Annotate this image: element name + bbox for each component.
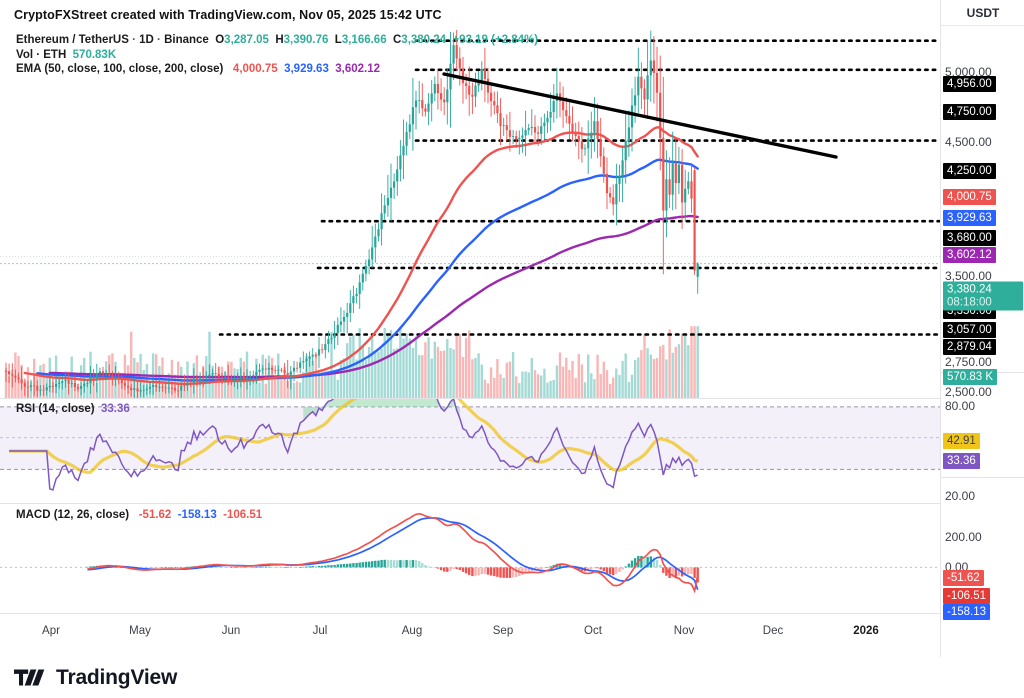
tradingview-wordmark: TradingView — [56, 666, 178, 689]
ema200-line — [48, 214, 699, 379]
axis-tick: 2,500.00 — [945, 385, 992, 399]
legend-ema200-value: 3,602.12 — [335, 63, 380, 75]
time-axis-label: Apr — [42, 625, 60, 637]
legend-ema-row[interactable]: EMA (50, close, 100, close, 200, close) … — [16, 62, 538, 77]
axis-tick: 3,500.00 — [945, 269, 992, 283]
credit-line: CryptoFXStreet created with TradingView.… — [14, 8, 442, 22]
volume-bars — [4, 326, 699, 398]
axis-tick: 20.00 — [945, 489, 976, 503]
legend-volume-title: Vol · ETH — [16, 48, 67, 61]
axis-tick: 200.00 — [945, 530, 982, 544]
legend-ema100-value: 3,929.63 — [284, 63, 329, 75]
bar-countdown: 08:18:00 — [947, 296, 992, 308]
axis-currency-label: USDT — [941, 0, 1024, 26]
time-axis-label: Sep — [492, 625, 514, 637]
last-price-value: 3,380.24 — [947, 283, 992, 295]
rsi-legend-value: 33.36 — [101, 403, 130, 415]
time-axis-label: Aug — [401, 625, 423, 637]
macd-line — [87, 512, 699, 594]
macd-legend-macd: -51.62 — [138, 509, 172, 521]
tradingview-mark-icon — [14, 669, 45, 686]
price-pane-canvas — [0, 29, 940, 398]
axis-tick: 2,750.00 — [945, 355, 992, 369]
ohlc-low-label: L — [334, 34, 342, 46]
time-axis-label: Dec — [762, 625, 784, 637]
level-4956-badge[interactable]: 4,956.00 — [943, 76, 996, 92]
level-4250-badge[interactable]: 4,250.00 — [943, 163, 996, 179]
rsi-line — [9, 399, 698, 491]
macd-legend-signal: -158.13 — [177, 509, 217, 521]
rsi-ma-line — [9, 399, 699, 474]
legend-symbol[interactable]: Ethereum / TetherUS — [16, 34, 129, 46]
legend-ema50-value: 4,000.75 — [232, 63, 278, 75]
level-3057-badge[interactable]: 3,057.00 — [943, 322, 996, 338]
price-axis[interactable]: USDT 5,000.00 4,500.00 3,500.00 2,750.00 2,5… — [940, 0, 1024, 657]
trendline-resistance[interactable] — [442, 72, 838, 159]
ohlc-change: +93.19 (+2.84%) — [452, 34, 539, 46]
ema100-line — [36, 158, 699, 382]
time-axis-label: Oct — [584, 625, 602, 637]
ohlc-open-label: O — [215, 34, 225, 46]
axis-separator-macd — [941, 477, 1024, 478]
legend-symbol-row[interactable]: Ethereum / TetherUS · 1D · Binance O3,28… — [16, 34, 539, 46]
price-pane[interactable] — [0, 26, 940, 398]
level-2879-badge[interactable]: 2,879.04 — [943, 339, 996, 355]
legend-volume-row[interactable]: Vol · ETH 570.83K — [16, 48, 538, 63]
time-axis[interactable]: Apr May Jun Jul Aug Sep Oct Nov Dec 2026 — [0, 613, 940, 657]
rsi-ma-value-badge[interactable]: 42.91 — [943, 433, 980, 449]
ohlc-high: 3,390.76 — [283, 34, 329, 46]
legend-volume-value: 570.83K — [72, 48, 117, 61]
ohlc-low: 3,166.66 — [341, 34, 387, 46]
ema100-price-badge[interactable]: 3,929.63 — [943, 210, 996, 226]
axis-tick: 4,500.00 — [945, 135, 992, 149]
chart-legend: Ethereum / TetherUS · 1D · Binance O3,28… — [16, 33, 538, 77]
rsi-legend-title: RSI (14, close) — [16, 403, 95, 415]
rsi-overbought-fills — [303, 399, 460, 421]
volume-value-badge[interactable]: 570.83 K — [943, 369, 998, 385]
legend-interval[interactable]: 1D — [139, 34, 154, 46]
macd-pane-canvas — [0, 512, 940, 594]
last-price-badge[interactable]: 3,380.24 08:18:00 — [943, 281, 1023, 311]
horizontal-level-lines — [218, 39, 940, 336]
macd-hist-value-badge[interactable]: -106.51 — [943, 588, 991, 604]
tradingview-logo[interactable]: TradingView — [14, 666, 177, 690]
time-axis-label: Jun — [221, 625, 241, 637]
ohlc-close: 3,380.24 — [401, 34, 447, 46]
rsi-value-badge[interactable]: 33.36 — [943, 453, 980, 469]
ema50-price-badge[interactable]: 4,000.75 — [943, 189, 996, 205]
rsi-pane[interactable]: RSI (14, close) 33.36 — [0, 398, 940, 503]
footer: TradingView — [0, 657, 1024, 698]
macd-legend[interactable]: MACD (12, 26, close) -51.62 -158.13 -106… — [16, 508, 262, 523]
ohlc-open: 3,287.05 — [224, 34, 269, 46]
axis-tick: 80.00 — [945, 399, 976, 413]
macd-histogram — [86, 555, 699, 583]
candlesticks — [4, 29, 699, 398]
macd-legend-hist: -106.51 — [223, 509, 263, 521]
macd-value-badge[interactable]: -51.62 — [943, 570, 984, 586]
time-axis-label: May — [129, 625, 151, 637]
time-axis-label: 2026 — [853, 625, 879, 637]
macd-signal-value-badge[interactable]: -158.13 — [943, 604, 991, 620]
ohlc-high-label: H — [275, 34, 284, 46]
level-4750-badge[interactable]: 4,750.00 — [943, 104, 996, 120]
macd-legend-title: MACD (12, 26, close) — [16, 509, 130, 521]
ema50-line — [23, 126, 699, 386]
time-axis-label: Nov — [673, 625, 695, 637]
axis-tick: 5,000.00 — [945, 65, 992, 79]
time-axis-label: Jul — [312, 625, 328, 637]
legend-exchange[interactable]: Binance — [164, 34, 209, 46]
ema200-price-badge[interactable]: 3,602.12 — [943, 247, 996, 263]
legend-ema-title: EMA (50, close, 100, close, 200, close) — [16, 63, 224, 75]
rsi-pane-canvas — [0, 399, 940, 491]
macd-pane[interactable]: MACD (12, 26, close) -51.62 -158.13 -106… — [0, 503, 940, 613]
ohlc-close-label: C — [392, 34, 402, 46]
rsi-legend[interactable]: RSI (14, close) 33.36 — [16, 402, 130, 417]
level-3680-badge[interactable]: 3,680.00 — [943, 230, 996, 246]
